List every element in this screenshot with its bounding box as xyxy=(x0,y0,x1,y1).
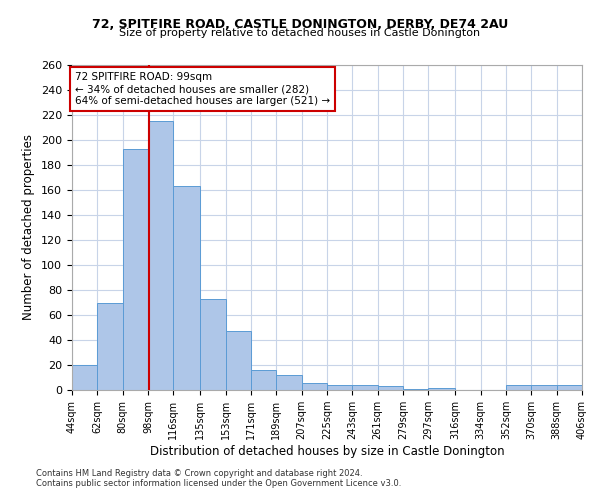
Bar xyxy=(403,389,428,390)
Bar xyxy=(226,331,251,390)
Bar xyxy=(148,121,173,390)
Text: Size of property relative to detached houses in Castle Donington: Size of property relative to detached ho… xyxy=(119,28,481,38)
Bar xyxy=(302,382,327,390)
Bar xyxy=(97,302,123,390)
Bar xyxy=(531,385,557,390)
Bar xyxy=(506,385,531,390)
Bar xyxy=(200,298,226,390)
Text: Contains HM Land Registry data © Crown copyright and database right 2024.: Contains HM Land Registry data © Crown c… xyxy=(36,468,362,477)
Bar xyxy=(123,149,148,390)
Bar xyxy=(352,385,378,390)
Bar xyxy=(173,186,200,390)
Bar xyxy=(327,385,352,390)
Bar xyxy=(276,375,302,390)
X-axis label: Distribution of detached houses by size in Castle Donington: Distribution of detached houses by size … xyxy=(149,445,505,458)
Bar xyxy=(557,385,582,390)
Bar xyxy=(378,386,403,390)
Text: Contains public sector information licensed under the Open Government Licence v3: Contains public sector information licen… xyxy=(36,478,401,488)
Bar xyxy=(72,365,97,390)
Text: 72 SPITFIRE ROAD: 99sqm
← 34% of detached houses are smaller (282)
64% of semi-d: 72 SPITFIRE ROAD: 99sqm ← 34% of detache… xyxy=(75,72,330,106)
Bar xyxy=(428,388,455,390)
Y-axis label: Number of detached properties: Number of detached properties xyxy=(22,134,35,320)
Text: 72, SPITFIRE ROAD, CASTLE DONINGTON, DERBY, DE74 2AU: 72, SPITFIRE ROAD, CASTLE DONINGTON, DER… xyxy=(92,18,508,30)
Bar xyxy=(251,370,276,390)
